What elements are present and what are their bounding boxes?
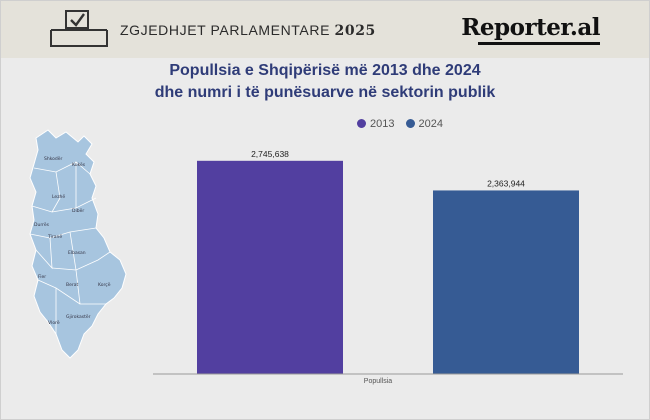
bar-2024[interactable] [433, 190, 579, 374]
albania-map: Shkodër Kukës Lezhë Dibër Durrës Tiranë … [29, 129, 127, 359]
election-title: ZGJEDHJET PARLAMENTARE 2025 [120, 22, 376, 39]
map-label-korce: Korçë [98, 282, 111, 288]
chart-title-line-2: dhe numri i të punësuarve në sektorin pu… [154, 84, 496, 101]
map-label-elbasan: Elbasan [68, 250, 86, 256]
chart-title-line-1: Popullsia e Shqipërisë më 2013 dhe 2024 [169, 62, 481, 79]
chart-legend: 2013 2024 [0, 118, 650, 130]
legend-item-2013[interactable]: 2013 [356, 118, 395, 130]
legend-swatch-2013 [356, 119, 366, 128]
legend-label-2024: 2024 [418, 118, 444, 130]
chart-title: Popullsia e Shqipërisë më 2013 dhe 2024 … [0, 60, 650, 104]
map-label-fier: Fier [38, 274, 46, 280]
map-label-vlore: Vlorë [48, 320, 60, 326]
header-bar: ZGJEDHJET PARLAMENTARE 2025 Reporter.al [0, 0, 650, 58]
map-label-kukes: Kukës [72, 162, 86, 168]
data-label-2013: 2,745,638 [251, 149, 289, 159]
map-label-gjirokaster: Gjirokastër [66, 314, 91, 320]
legend-item-2024[interactable]: 2024 [405, 118, 444, 130]
map-label-tirane: Tiranë [47, 234, 62, 240]
bar-2013[interactable] [197, 160, 343, 374]
chart-bars: 2,745,638 2,363,944 [197, 149, 579, 374]
x-tick-label: Popullsia [364, 378, 393, 385]
map-region-borders [29, 161, 111, 334]
ballot-box-icon [50, 10, 108, 47]
map-label-shkoder: Shkodër [44, 156, 63, 162]
map-label-lezhe: Lezhë [52, 194, 65, 200]
data-label-2024: 2,363,944 [487, 178, 525, 188]
legend-label-2013: 2013 [369, 118, 395, 130]
map-label-diber: Dibër [72, 208, 84, 214]
election-year: 2025 [334, 23, 376, 39]
map-label-berat: Berat [66, 282, 78, 288]
legend-swatch-2024 [405, 119, 415, 128]
albania-map-shape [29, 129, 127, 359]
reporter-logo[interactable]: Reporter.al [461, 14, 600, 41]
map-label-durres: Durrës [34, 222, 50, 228]
logo-underline [478, 42, 600, 45]
election-label: ZGJEDHJET PARLAMENTARE [120, 22, 331, 38]
